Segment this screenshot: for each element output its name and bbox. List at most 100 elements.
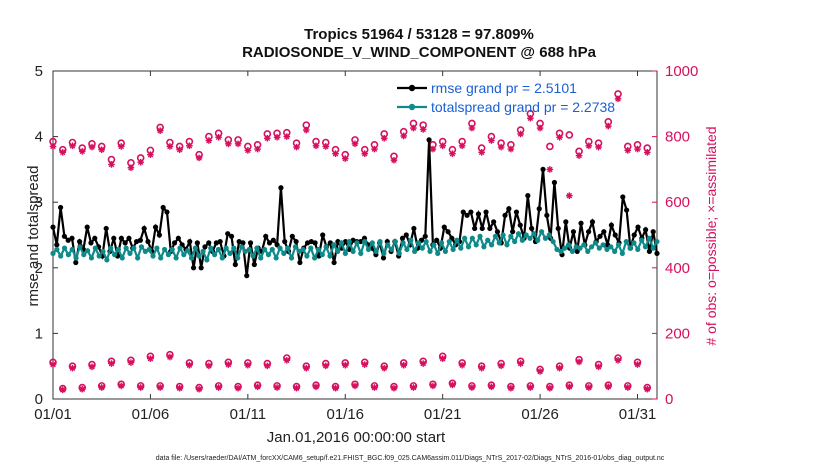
obs-assimilated-stroke xyxy=(167,354,173,360)
obs-assimilated-stroke xyxy=(469,384,475,391)
obs-assimilated-marker xyxy=(361,361,369,368)
series-point-0 xyxy=(141,225,147,232)
plot-frame xyxy=(52,70,658,400)
obs-assimilated-stroke xyxy=(430,383,436,389)
obs-assimilated-stroke xyxy=(478,149,485,156)
obs-assimilated-marker xyxy=(507,384,515,392)
obs-assimilated-marker xyxy=(293,384,300,392)
series-point-1 xyxy=(288,255,295,261)
obs-assimilated-marker xyxy=(390,384,398,392)
obs-assimilated-stroke xyxy=(332,385,339,391)
x-tick-label: 01/31 xyxy=(619,406,657,423)
obs-assimilated-stroke xyxy=(89,364,95,370)
x-tick-label: 01/11 xyxy=(230,406,266,423)
obs-assimilated-stroke xyxy=(537,125,543,131)
obs-assimilated-marker xyxy=(205,137,213,144)
series-point-1 xyxy=(377,238,383,245)
obs-assimilated-marker xyxy=(400,132,408,140)
series-point-1 xyxy=(462,235,468,241)
series-point-1 xyxy=(542,235,549,241)
obs-assimilated-stroke xyxy=(586,384,592,391)
obs-assimilated-marker xyxy=(166,353,174,361)
obs-assimilated-stroke xyxy=(400,362,407,369)
series-point-1 xyxy=(612,248,618,254)
series-point-1 xyxy=(419,245,425,251)
series-point-1 xyxy=(146,246,152,253)
series-point-1 xyxy=(127,250,133,256)
obs-assimilated-stroke xyxy=(615,96,621,102)
series-point-1 xyxy=(165,252,172,258)
series-point-1 xyxy=(550,238,556,245)
obs-assimilated-marker xyxy=(98,384,106,391)
obs-assimilated-stroke xyxy=(595,364,602,370)
obs-assimilated-stroke xyxy=(527,115,534,122)
obs-assimilated-stroke xyxy=(371,384,378,391)
obs-assimilated-marker xyxy=(156,384,164,391)
series-point-1 xyxy=(177,245,183,251)
series-point-1 xyxy=(388,246,395,253)
series-point-1 xyxy=(646,235,652,241)
series-point-1 xyxy=(85,248,91,254)
obs-assimilated-stroke xyxy=(517,360,524,367)
series-point-0 xyxy=(643,227,649,233)
obs-assimilated-marker xyxy=(244,361,252,369)
series-point-0 xyxy=(171,240,178,246)
obs-possible-marker xyxy=(565,131,574,139)
series-point-0 xyxy=(586,229,592,235)
y-tick-label: 0 xyxy=(35,391,43,408)
obs-assimilated-marker xyxy=(176,146,183,154)
obs-assimilated-marker xyxy=(410,384,417,391)
obs-assimilated-marker xyxy=(322,143,330,150)
series-point-1 xyxy=(135,255,141,261)
obs-assimilated-marker xyxy=(439,142,446,150)
series-point-0 xyxy=(563,219,569,225)
series-point-0 xyxy=(240,240,246,246)
obs-assimilated-stroke xyxy=(478,365,485,371)
obs-assimilated-stroke xyxy=(498,144,504,150)
obs-assimilated-marker xyxy=(575,152,583,159)
series-point-0 xyxy=(190,265,197,271)
series-point-0 xyxy=(464,212,470,218)
obs-assimilated-marker xyxy=(186,142,193,150)
obs-assimilated-marker xyxy=(156,127,164,134)
obs-assimilated-marker xyxy=(59,386,67,394)
series-point-0 xyxy=(445,229,451,235)
obs-assimilated-stroke xyxy=(508,385,514,391)
obs-assimilated-stroke xyxy=(566,192,573,199)
obs-assimilated-stroke xyxy=(634,146,641,152)
series-point-0 xyxy=(251,261,257,268)
series-point-0 xyxy=(589,219,596,225)
obs-assimilated-marker xyxy=(254,145,261,153)
obs-assimilated-stroke xyxy=(59,387,66,393)
obs-assimilated-stroke xyxy=(176,385,183,391)
series-point-0 xyxy=(152,224,159,230)
obs-assimilated-marker xyxy=(624,384,632,391)
series-point-0 xyxy=(270,237,276,243)
series-point-0 xyxy=(434,237,440,243)
obs-assimilated-marker xyxy=(527,114,534,122)
series-point-1 xyxy=(592,240,599,246)
series-point-1 xyxy=(362,238,368,245)
obs-assimilated-stroke xyxy=(118,383,124,389)
obs-assimilated-stroke xyxy=(137,384,144,391)
series-point-1 xyxy=(435,250,441,256)
obs-assimilated-marker xyxy=(332,150,339,157)
obs-assimilated-stroke xyxy=(215,134,222,141)
y-tick-label: 4 xyxy=(35,129,43,146)
series-point-1 xyxy=(565,242,572,248)
obs-assimilated-stroke xyxy=(508,146,514,152)
series-point-1 xyxy=(158,255,164,261)
series-point-1 xyxy=(273,255,279,261)
obs-assimilated-stroke xyxy=(488,384,495,390)
series-point-1 xyxy=(219,255,225,261)
series-point-0 xyxy=(620,194,626,200)
series-point-1 xyxy=(385,242,391,248)
series-point-1 xyxy=(238,244,245,250)
obs-assimilated-stroke xyxy=(322,143,329,150)
series-point-1 xyxy=(65,252,71,258)
chart-subtitle: RADIOSONDE_V_WIND_COMPONENT @ 688 hPa xyxy=(242,44,597,61)
series-point-1 xyxy=(92,245,98,251)
series-point-0 xyxy=(399,235,406,241)
series-point-0 xyxy=(88,240,94,246)
legend-swatch-marker xyxy=(408,84,416,92)
